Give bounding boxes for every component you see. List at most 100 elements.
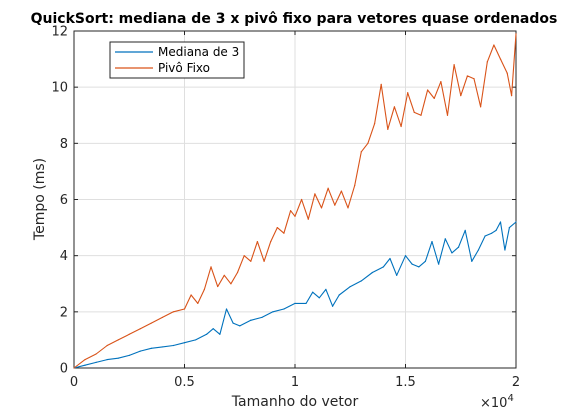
y-tick-label-2: 4 <box>60 249 68 264</box>
x-axis-exponent-base: ×10 <box>480 396 507 411</box>
series-1-point-19 <box>243 255 245 257</box>
series-1-point-41 <box>387 128 389 130</box>
series-0-point-51 <box>504 249 506 251</box>
series-0-point-36 <box>411 263 413 265</box>
series-0-point-25 <box>318 297 320 299</box>
series-1-point-2 <box>95 353 97 355</box>
series-0-point-24 <box>312 291 314 293</box>
series-1-point-32 <box>327 187 329 189</box>
series-0-point-37 <box>418 266 420 268</box>
series-1-point-60 <box>510 94 513 97</box>
chart-title: QuickSort: mediana de 3 x pivô fixo para… <box>31 11 558 27</box>
series-0-point-38 <box>424 260 426 262</box>
series-0-point-13 <box>212 328 214 330</box>
legend-label-1: Pivô Fixo <box>158 61 210 75</box>
y-axis-label: Tempo (ms) <box>32 158 48 241</box>
series-1-point-56 <box>486 61 488 63</box>
series-1-point-3 <box>106 344 108 347</box>
series-1-point-33 <box>334 204 336 206</box>
series-0-point-11 <box>194 339 197 341</box>
series-1-point-61 <box>515 33 517 35</box>
series-1-point-23 <box>270 241 272 243</box>
series-1-point-24 <box>276 226 278 229</box>
series-0-point-29 <box>349 285 351 288</box>
series-0-point-44 <box>464 229 466 231</box>
x-tick-label-3: 1.5 <box>395 375 416 390</box>
series-0-point-32 <box>382 266 384 268</box>
series-0-point-15 <box>225 308 228 310</box>
series-1-point-10 <box>183 308 186 310</box>
series-0-point-9 <box>172 344 175 347</box>
series-1-point-26 <box>289 210 292 212</box>
series-0-point-27 <box>331 305 334 307</box>
y-tick-label-3: 6 <box>60 193 68 208</box>
series-1-point-38 <box>367 142 369 144</box>
series-1-point-39 <box>373 123 376 125</box>
series-0-point-5 <box>128 354 130 356</box>
series-1-point-52 <box>460 94 462 97</box>
series-0-point-21 <box>283 308 285 310</box>
series-1-point-14 <box>210 266 212 268</box>
series-0-point-22 <box>294 302 296 305</box>
series-1-point-44 <box>407 92 409 94</box>
series-1-point-53 <box>466 75 468 77</box>
series-1-point-27 <box>294 215 296 217</box>
series-0-point-43 <box>457 246 460 248</box>
series-1-point-58 <box>499 58 502 60</box>
y-tick-label-5: 10 <box>51 81 68 96</box>
series-1-point-8 <box>161 316 163 319</box>
series-1-point-5 <box>128 333 130 335</box>
series-0-point-45 <box>471 260 473 262</box>
series-0-point-52 <box>508 226 510 229</box>
series-1-point-45 <box>413 111 415 114</box>
series-1-point-57 <box>493 44 495 46</box>
y-tick-label-6: 12 <box>51 25 68 40</box>
series-1-point-11 <box>190 294 192 296</box>
series-0-point-2 <box>95 361 97 363</box>
series-1-point-7 <box>150 322 152 324</box>
series-0-point-41 <box>444 238 446 240</box>
series-1-point-1 <box>84 358 86 361</box>
series-1-point-6 <box>139 328 141 330</box>
x-axis-exponent: ×104 <box>480 393 514 411</box>
series-1-point-46 <box>420 114 422 116</box>
series-0-point-8 <box>161 346 163 348</box>
series-1-point-28 <box>301 198 303 201</box>
series-0-point-16 <box>232 322 234 324</box>
series-1-point-35 <box>347 207 349 209</box>
x-tick-label-2: 1 <box>291 375 299 390</box>
series-1-point-34 <box>340 190 343 192</box>
x-axis-label: Tamanho do vetor <box>231 394 359 410</box>
series-1-point-55 <box>480 106 482 108</box>
series-1-point-0 <box>73 367 75 369</box>
series-0-point-19 <box>261 316 263 319</box>
series-1-point-36 <box>354 184 356 187</box>
series-0-point-49 <box>495 229 497 231</box>
series-0-point-6 <box>139 350 141 352</box>
series-1-point-54 <box>473 78 475 80</box>
series-1-point-40 <box>380 83 382 85</box>
y-tick-label-4: 8 <box>60 137 68 152</box>
series-1-point-15 <box>217 285 219 288</box>
series-1-point-29 <box>307 218 309 220</box>
x-axis-exponent-power: 4 <box>507 393 513 404</box>
series-0-point-23 <box>305 302 307 305</box>
series-1-point-31 <box>320 207 323 209</box>
series-1-point-17 <box>230 283 232 285</box>
y-tick-label-0: 0 <box>60 362 68 377</box>
series-1-point-37 <box>360 151 362 153</box>
series-0-point-4 <box>117 357 119 359</box>
plot-area: 0 0.5 1 1.5 2 0 2 4 6 8 10 12 <box>51 25 520 391</box>
legend: Mediana de 3 Pivô Fixo <box>109 41 245 79</box>
legend-box <box>109 41 245 79</box>
series-1-point-13 <box>203 288 205 290</box>
series-0-point-18 <box>250 319 252 321</box>
series-0-point-20 <box>272 311 274 313</box>
series-1-point-47 <box>427 89 429 91</box>
series-1-point-51 <box>453 64 455 66</box>
series-0-point-53 <box>515 221 517 223</box>
series-1-point-50 <box>446 114 449 116</box>
series-0-point-39 <box>431 241 433 243</box>
series-0-point-35 <box>404 255 407 257</box>
